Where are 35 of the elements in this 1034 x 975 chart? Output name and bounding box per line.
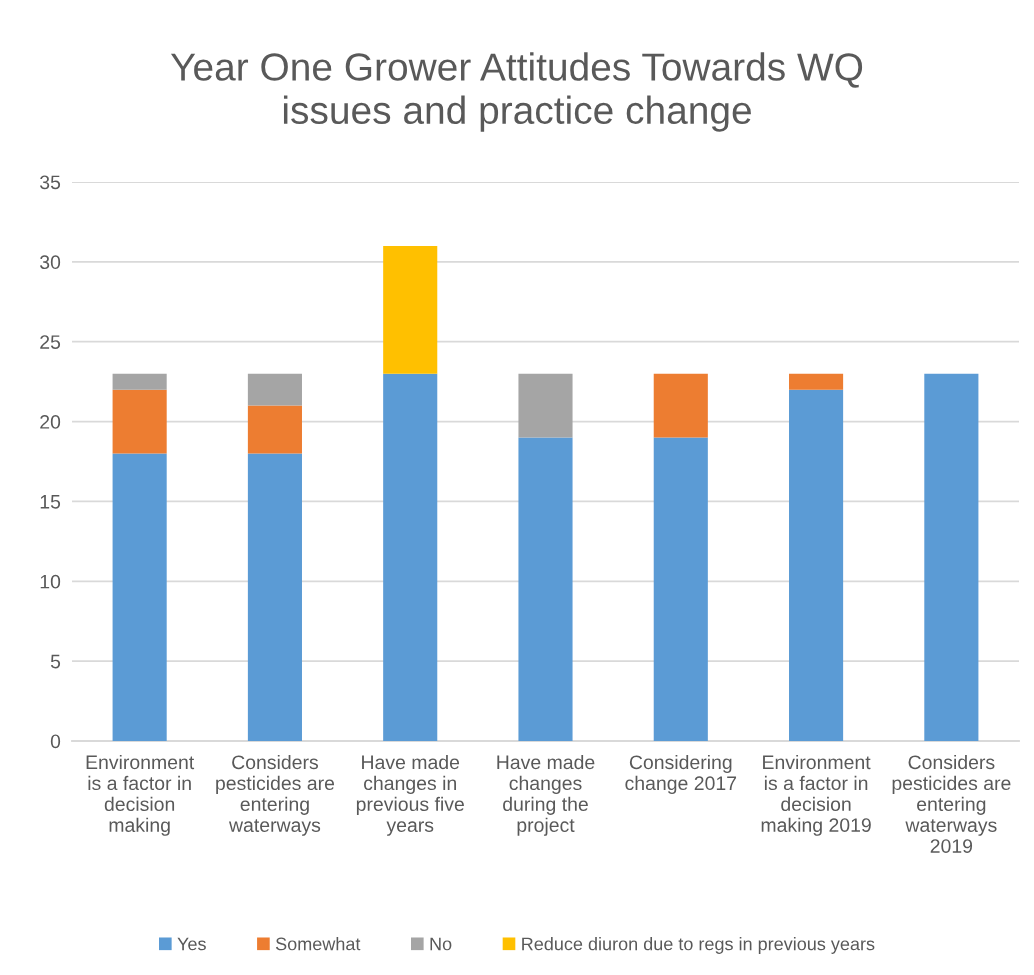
x-tick-label: Have made changes during the project — [497, 754, 595, 836]
y-tick-label: 15 — [40, 495, 61, 509]
x-tick-label: Environment is a factor in decision making — [86, 754, 195, 836]
bar — [112, 373, 167, 390]
legend-label: Yes — [177, 937, 206, 951]
bar — [247, 453, 302, 741]
bar — [247, 373, 302, 406]
bar — [247, 405, 302, 454]
bar — [518, 373, 573, 438]
y-tick-label: 35 — [40, 175, 61, 190]
y-tick-label: 5 — [50, 654, 61, 669]
x-tick-label: Considering change 2017 — [625, 754, 737, 794]
legend-label: Reduce diuron due to regs in previous years — [522, 937, 875, 954]
chart-title: Year One Grower Attitudes Towards WQ issues and practice change — [170, 52, 863, 132]
bar — [112, 389, 167, 454]
bar — [383, 245, 438, 374]
x-tick-label: Considers pesticides are entering waterways 2019 — [892, 754, 1011, 853]
y-tick-label: 25 — [40, 335, 61, 349]
x-tick-label: Considers pesticides are entering waterways — [216, 754, 335, 836]
y-tick-label: 10 — [40, 574, 61, 589]
y-tick-label: 30 — [40, 255, 61, 270]
bar — [653, 373, 708, 438]
bar — [924, 373, 979, 741]
y-tick-label: 20 — [40, 415, 61, 429]
bar — [653, 437, 708, 741]
bar — [789, 389, 844, 741]
legend-label: No — [430, 937, 452, 951]
bar — [112, 453, 167, 741]
legend-label: Somewhat — [275, 937, 361, 951]
bar — [518, 437, 573, 741]
bar — [789, 373, 844, 390]
x-tick-label: Environment is a factor in decision making 2019 — [761, 754, 871, 836]
y-tick-label: 0 — [50, 734, 61, 749]
bar — [383, 373, 438, 741]
x-tick-label: Have made changes in previous five years — [356, 754, 464, 836]
